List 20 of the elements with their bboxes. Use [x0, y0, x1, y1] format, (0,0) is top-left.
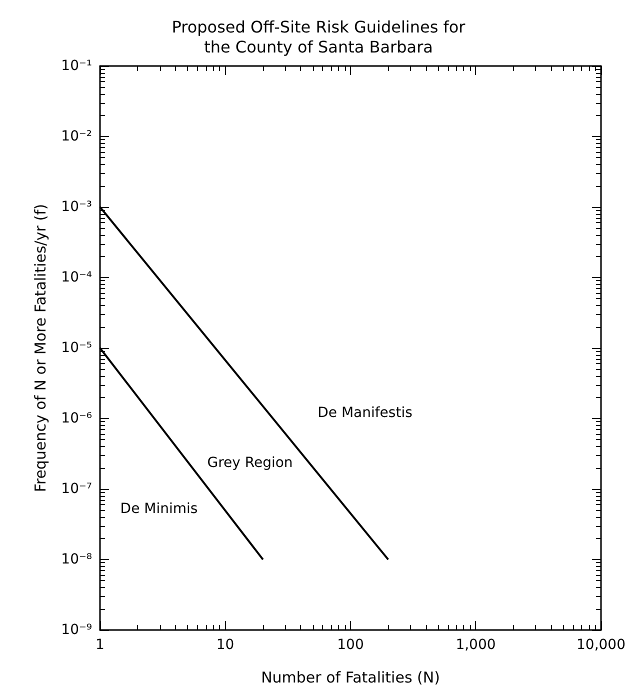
- x-tick-label: 1,000: [456, 637, 496, 653]
- y-tick-label: 10⁻⁴: [61, 270, 92, 286]
- y-tick-label: 10⁻⁶: [61, 410, 92, 426]
- y-tick-label: 10⁻⁵: [61, 340, 92, 356]
- annotation: De Manifestis: [318, 405, 412, 421]
- x-tick-label: 10: [216, 637, 234, 653]
- x-tick-label: 1: [96, 637, 104, 653]
- x-axis-title: Number of Fatalities (N): [261, 668, 440, 686]
- y-axis-title: Frequency of N or More Fatalities/yr (f): [32, 204, 50, 492]
- y-tick-label: 10⁻²: [61, 128, 92, 144]
- chart-title: Proposed Off-Site Risk Guidelines for the County of Santa Barbara: [172, 18, 466, 56]
- x-tick-label: 100: [337, 637, 364, 653]
- x-tick-label: 10,000: [576, 637, 626, 653]
- y-tick-label: 10⁻⁷: [61, 481, 92, 497]
- annotation: Grey Region: [207, 455, 293, 471]
- annotation: De Minimis: [120, 501, 198, 517]
- y-tick-label: 10⁻¹: [61, 58, 92, 74]
- y-tick-label: 10⁻⁹: [61, 622, 92, 638]
- y-tick-label: 10⁻³: [61, 199, 92, 215]
- y-tick-label: 10⁻⁸: [61, 552, 92, 568]
